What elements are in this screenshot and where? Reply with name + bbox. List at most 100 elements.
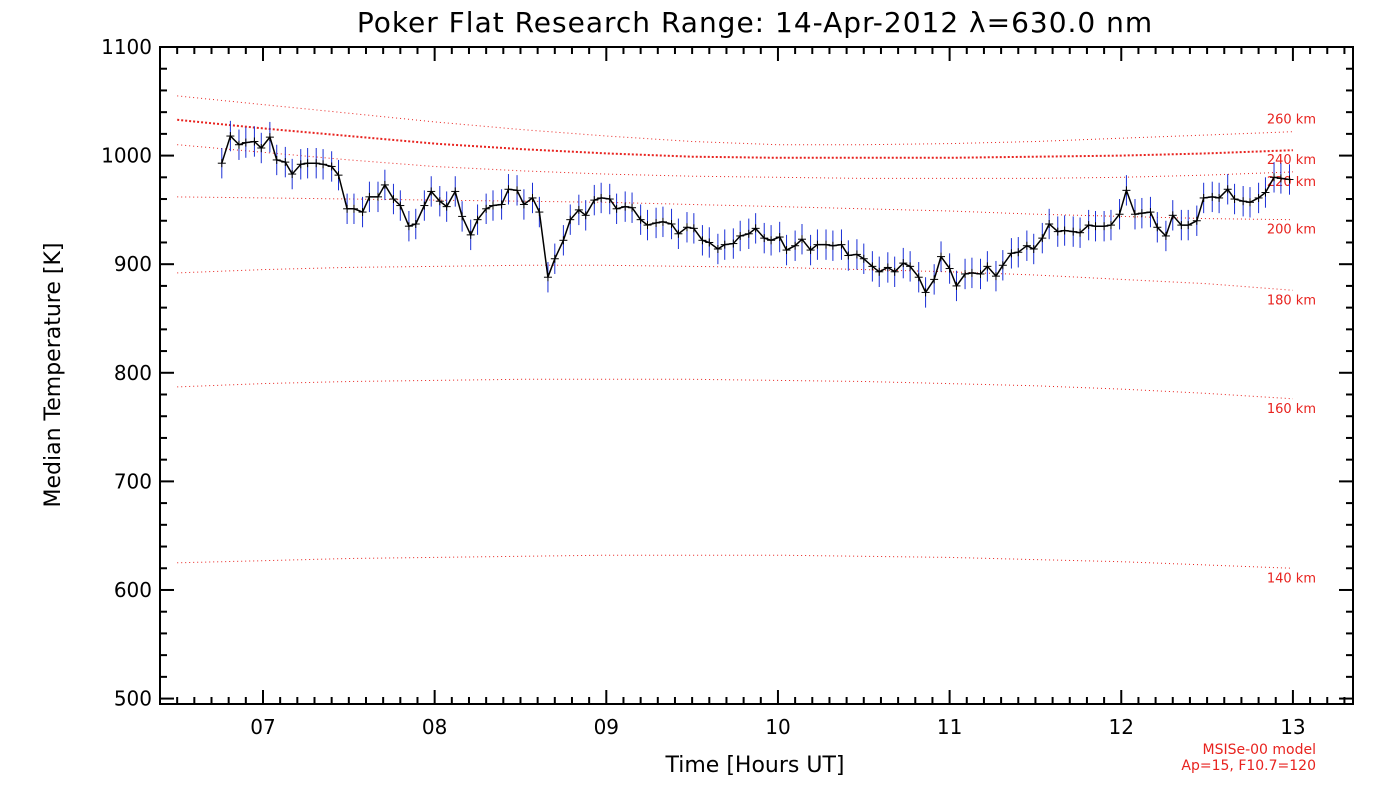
data-point (396, 201, 405, 210)
data-point (1239, 197, 1248, 206)
data-point (713, 244, 722, 253)
data-point (775, 233, 784, 242)
data-point (720, 240, 729, 249)
data-point (566, 215, 575, 224)
model-curve-label: 160 km (1267, 402, 1316, 417)
data-point (1106, 221, 1115, 230)
data-point (806, 246, 815, 255)
data-point (296, 160, 305, 169)
data-point (1184, 221, 1193, 230)
data-point (1084, 221, 1093, 230)
data-point (636, 215, 645, 224)
data-point (1223, 185, 1232, 194)
data-point (451, 187, 460, 196)
data-point (327, 162, 336, 171)
data-point (482, 204, 491, 213)
model-curve-label: 260 km (1267, 113, 1316, 128)
data-point (1122, 186, 1131, 195)
data-point (667, 220, 676, 229)
data-point (1168, 211, 1177, 220)
data-point (1161, 231, 1170, 240)
data-point (380, 180, 389, 189)
model-curve (177, 95, 1293, 146)
data-point (257, 143, 266, 152)
data-point (890, 267, 899, 276)
data-point (883, 263, 892, 272)
data-point (1192, 216, 1201, 225)
data-point (859, 254, 868, 263)
data-point (1038, 234, 1047, 243)
x-tick-label: 10 (765, 715, 790, 739)
data-point (334, 171, 343, 180)
data-point (559, 236, 568, 245)
data-point (265, 133, 274, 142)
data-point (1076, 228, 1085, 237)
data-point (343, 204, 352, 213)
data-point (543, 273, 552, 282)
data-point (519, 200, 528, 209)
model-curve-label: 200 km (1267, 223, 1316, 238)
chart-title: Poker Flat Research Range: 14-Apr-2012 λ… (357, 6, 1153, 39)
data-point (1177, 221, 1186, 230)
data-point (906, 262, 915, 271)
data-point (466, 230, 475, 239)
data-point (751, 224, 760, 233)
data-point (813, 240, 822, 249)
y-tick-label: 700 (114, 469, 152, 493)
data-point (945, 264, 954, 273)
data-point (489, 201, 498, 210)
data-point (234, 140, 243, 149)
data-point (404, 222, 413, 231)
data-series (217, 132, 1294, 297)
data-point (250, 137, 259, 146)
data-point (729, 239, 738, 248)
data-point (652, 218, 661, 227)
data-point (983, 262, 992, 271)
data-point (411, 220, 420, 229)
data-point (1130, 210, 1139, 219)
data-point (550, 254, 559, 263)
data-point (1215, 193, 1224, 202)
data-point (822, 240, 831, 249)
model-curve (177, 264, 1293, 291)
data-point (612, 204, 621, 213)
data-point (643, 221, 652, 230)
data-point (868, 262, 877, 271)
data-point (1261, 188, 1270, 197)
data-point (899, 259, 908, 268)
data-point (374, 192, 383, 201)
data-point (760, 234, 769, 243)
data-point (605, 195, 614, 204)
data-point (744, 229, 753, 238)
data-point (1246, 198, 1255, 207)
data-point (937, 252, 946, 261)
data-point (689, 224, 698, 233)
x-tick-label: 12 (1109, 715, 1134, 739)
x-tick-label: 13 (1280, 715, 1305, 739)
axis-ticks: 07 08 09 10 11 12 13 500 600 700 800 900 1000 1100 (101, 35, 1353, 739)
x-tick-label: 11 (937, 715, 962, 739)
data-point (513, 186, 522, 195)
data-point (528, 193, 537, 202)
data-point (952, 281, 961, 290)
data-point (473, 215, 482, 224)
data-point (303, 159, 312, 168)
data-point (828, 241, 837, 250)
data-point (272, 155, 281, 164)
y-tick-label: 900 (114, 252, 152, 276)
data-point (1254, 193, 1263, 202)
data-point (1022, 241, 1031, 250)
data-point (358, 208, 367, 217)
data-point (1230, 195, 1239, 204)
y-axis-label: Median Temperature [K] (41, 243, 66, 508)
data-point (961, 269, 970, 278)
model-curve-label: 240 km (1267, 153, 1316, 168)
data-point (420, 201, 429, 210)
plot-frame (159, 46, 1354, 705)
data-point (217, 159, 226, 168)
data-point (1007, 249, 1016, 258)
x-tick-label: 08 (422, 715, 447, 739)
data-point (458, 212, 467, 221)
